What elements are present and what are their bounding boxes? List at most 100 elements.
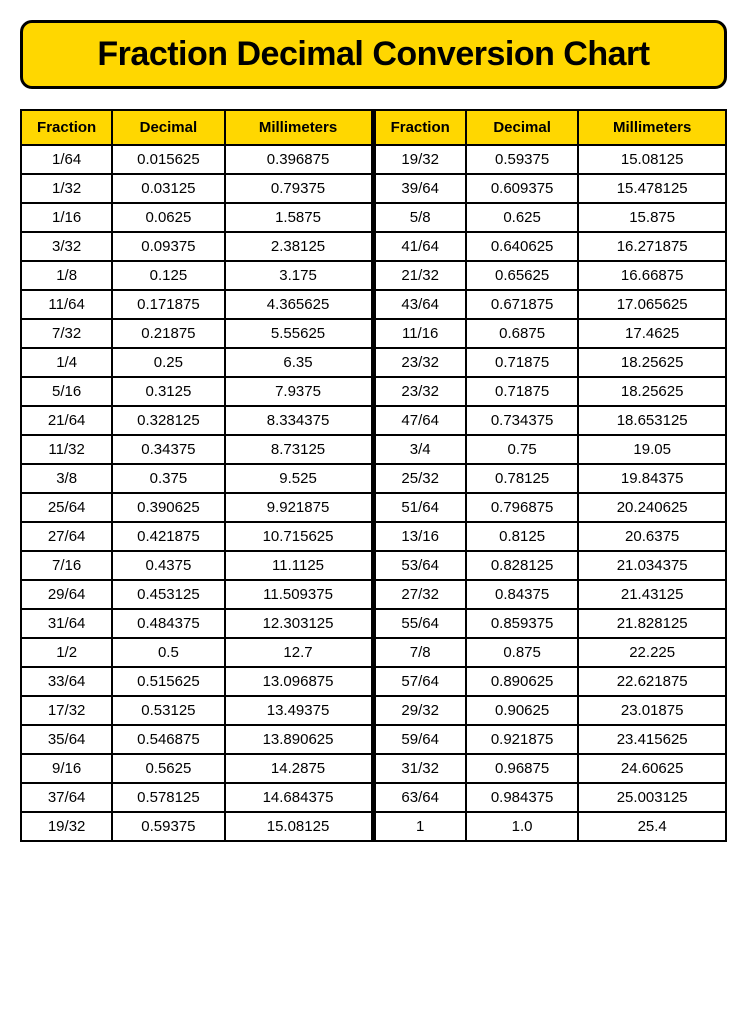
table-cell: 12.303125: [225, 609, 372, 638]
table-cell: 15.08125: [578, 145, 726, 174]
table-cell: 1/64: [21, 145, 112, 174]
table-cell: 23.415625: [578, 725, 726, 754]
table-cell: 0.125: [112, 261, 224, 290]
table-cell: 37/64: [21, 783, 112, 812]
table-row: 57/640.89062522.621875: [375, 667, 727, 696]
table-cell: 0.515625: [112, 667, 224, 696]
table-cell: 10.715625: [225, 522, 372, 551]
table-cell: 23/32: [375, 377, 466, 406]
table-cell: 16.271875: [578, 232, 726, 261]
table-cell: 0.71875: [466, 348, 578, 377]
table-cell: 0.390625: [112, 493, 224, 522]
table-cell: 0.453125: [112, 580, 224, 609]
table-cell: 0.484375: [112, 609, 224, 638]
right-table: Fraction Decimal Millimeters 19/320.5937…: [374, 109, 728, 842]
table-cell: 13.096875: [225, 667, 372, 696]
table-row: 59/640.92187523.415625: [375, 725, 727, 754]
table-cell: 0.625: [466, 203, 578, 232]
table-row: 51/640.79687520.240625: [375, 493, 727, 522]
table-cell: 13.49375: [225, 696, 372, 725]
table-cell: 19/32: [375, 145, 466, 174]
table-cell: 0.84375: [466, 580, 578, 609]
table-cell: 25/32: [375, 464, 466, 493]
table-row: 47/640.73437518.653125: [375, 406, 727, 435]
table-cell: 0.328125: [112, 406, 224, 435]
table-header-row: Fraction Decimal Millimeters: [21, 110, 372, 145]
table-cell: 20.240625: [578, 493, 726, 522]
table-cell: 0.4375: [112, 551, 224, 580]
table-cell: 8.73125: [225, 435, 372, 464]
table-row: 55/640.85937521.828125: [375, 609, 727, 638]
table-row: 35/640.54687513.890625: [21, 725, 372, 754]
table-cell: 0.859375: [466, 609, 578, 638]
table-cell: 0.796875: [466, 493, 578, 522]
table-cell: 19.05: [578, 435, 726, 464]
table-cell: 0.546875: [112, 725, 224, 754]
table-row: 1/80.1253.175: [21, 261, 372, 290]
table-row: 11/640.1718754.365625: [21, 290, 372, 319]
table-cell: 23/32: [375, 348, 466, 377]
table-row: 1/20.512.7: [21, 638, 372, 667]
table-cell: 0.09375: [112, 232, 224, 261]
table-cell: 25.4: [578, 812, 726, 841]
table-cell: 0.59375: [466, 145, 578, 174]
table-cell: 9.525: [225, 464, 372, 493]
table-cell: 11/16: [375, 319, 466, 348]
table-row: 11/160.687517.4625: [375, 319, 727, 348]
table-cell: 11.509375: [225, 580, 372, 609]
table-row: 3/320.093752.38125: [21, 232, 372, 261]
table-row: 41/640.64062516.271875: [375, 232, 727, 261]
col-millimeters: Millimeters: [225, 110, 372, 145]
table-cell: 15.08125: [225, 812, 372, 841]
title-box: Fraction Decimal Conversion Chart: [20, 20, 727, 89]
table-cell: 0.78125: [466, 464, 578, 493]
table-cell: 0.90625: [466, 696, 578, 725]
table-row: 5/80.62515.875: [375, 203, 727, 232]
table-cell: 0.75: [466, 435, 578, 464]
table-cell: 17.065625: [578, 290, 726, 319]
table-cell: 0.65625: [466, 261, 578, 290]
table-cell: 13.890625: [225, 725, 372, 754]
table-cell: 3.175: [225, 261, 372, 290]
table-row: 25/320.7812519.84375: [375, 464, 727, 493]
table-row: 1/40.256.35: [21, 348, 372, 377]
table-row: 7/80.87522.225: [375, 638, 727, 667]
table-cell: 0.8125: [466, 522, 578, 551]
col-fraction: Fraction: [375, 110, 466, 145]
table-cell: 57/64: [375, 667, 466, 696]
table-cell: 1/32: [21, 174, 112, 203]
table-cell: 19.84375: [578, 464, 726, 493]
table-cell: 5.55625: [225, 319, 372, 348]
table-cell: 2.38125: [225, 232, 372, 261]
col-decimal: Decimal: [112, 110, 224, 145]
table-cell: 35/64: [21, 725, 112, 754]
table-cell: 31/32: [375, 754, 466, 783]
table-row: 63/640.98437525.003125: [375, 783, 727, 812]
table-cell: 0.79375: [225, 174, 372, 203]
table-cell: 5/16: [21, 377, 112, 406]
table-cell: 55/64: [375, 609, 466, 638]
table-cell: 0.578125: [112, 783, 224, 812]
table-row: 1/160.06251.5875: [21, 203, 372, 232]
table-cell: 14.684375: [225, 783, 372, 812]
table-cell: 23.01875: [578, 696, 726, 725]
table-row: 19/320.5937515.08125: [21, 812, 372, 841]
table-cell: 0.375: [112, 464, 224, 493]
table-cell: 3/32: [21, 232, 112, 261]
table-cell: 29/64: [21, 580, 112, 609]
table-cell: 1/2: [21, 638, 112, 667]
table-cell: 21.828125: [578, 609, 726, 638]
table-cell: 7/32: [21, 319, 112, 348]
table-cell: 0.03125: [112, 174, 224, 203]
table-row: 39/640.60937515.478125: [375, 174, 727, 203]
table-cell: 1/8: [21, 261, 112, 290]
left-table: Fraction Decimal Millimeters 1/640.01562…: [20, 109, 374, 842]
table-row: 19/320.5937515.08125: [375, 145, 727, 174]
table-cell: 1/4: [21, 348, 112, 377]
table-cell: 14.2875: [225, 754, 372, 783]
col-decimal: Decimal: [466, 110, 578, 145]
table-cell: 0.171875: [112, 290, 224, 319]
table-cell: 22.225: [578, 638, 726, 667]
table-cell: 39/64: [375, 174, 466, 203]
table-cell: 0.921875: [466, 725, 578, 754]
